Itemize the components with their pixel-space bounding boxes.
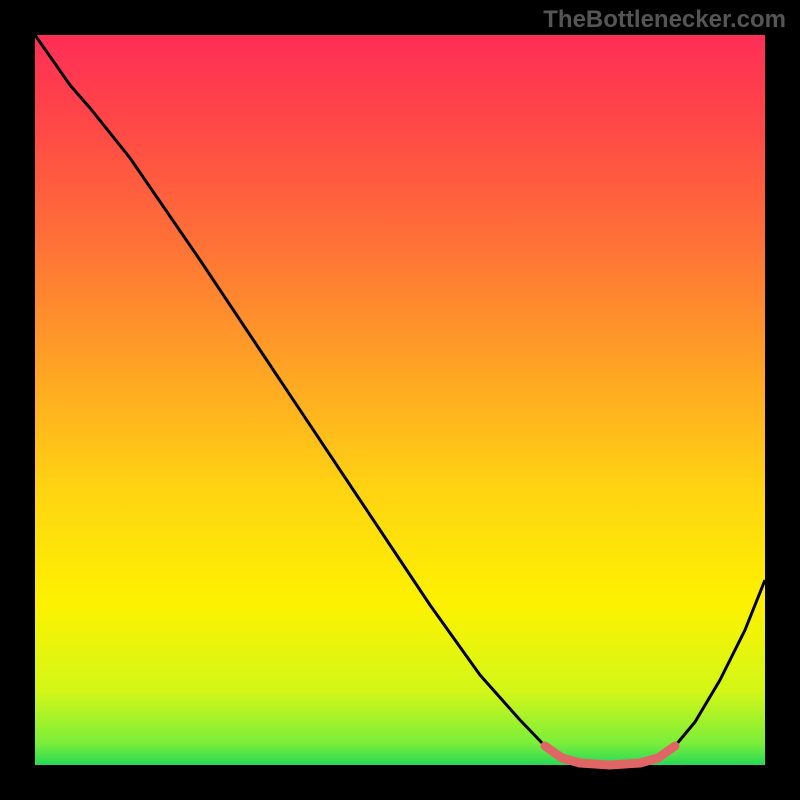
chart-svg bbox=[0, 0, 800, 800]
chart-container: { "watermark": { "text": "TheBottlenecke… bbox=[0, 0, 800, 800]
watermark-text: TheBottlenecker.com bbox=[543, 6, 786, 34]
plot-background bbox=[35, 35, 765, 765]
